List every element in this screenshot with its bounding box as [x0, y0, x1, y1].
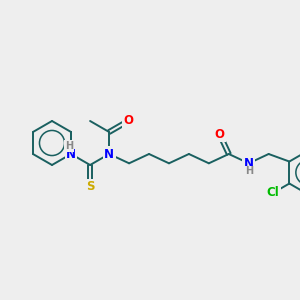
Text: N: N: [244, 157, 254, 170]
Text: O: O: [214, 128, 224, 141]
Text: Cl: Cl: [267, 186, 280, 200]
Text: N: N: [66, 148, 76, 160]
Text: H: H: [245, 166, 253, 176]
Text: S: S: [86, 181, 94, 194]
Text: H: H: [65, 141, 73, 151]
Text: N: N: [104, 148, 114, 160]
Text: O: O: [123, 115, 133, 128]
